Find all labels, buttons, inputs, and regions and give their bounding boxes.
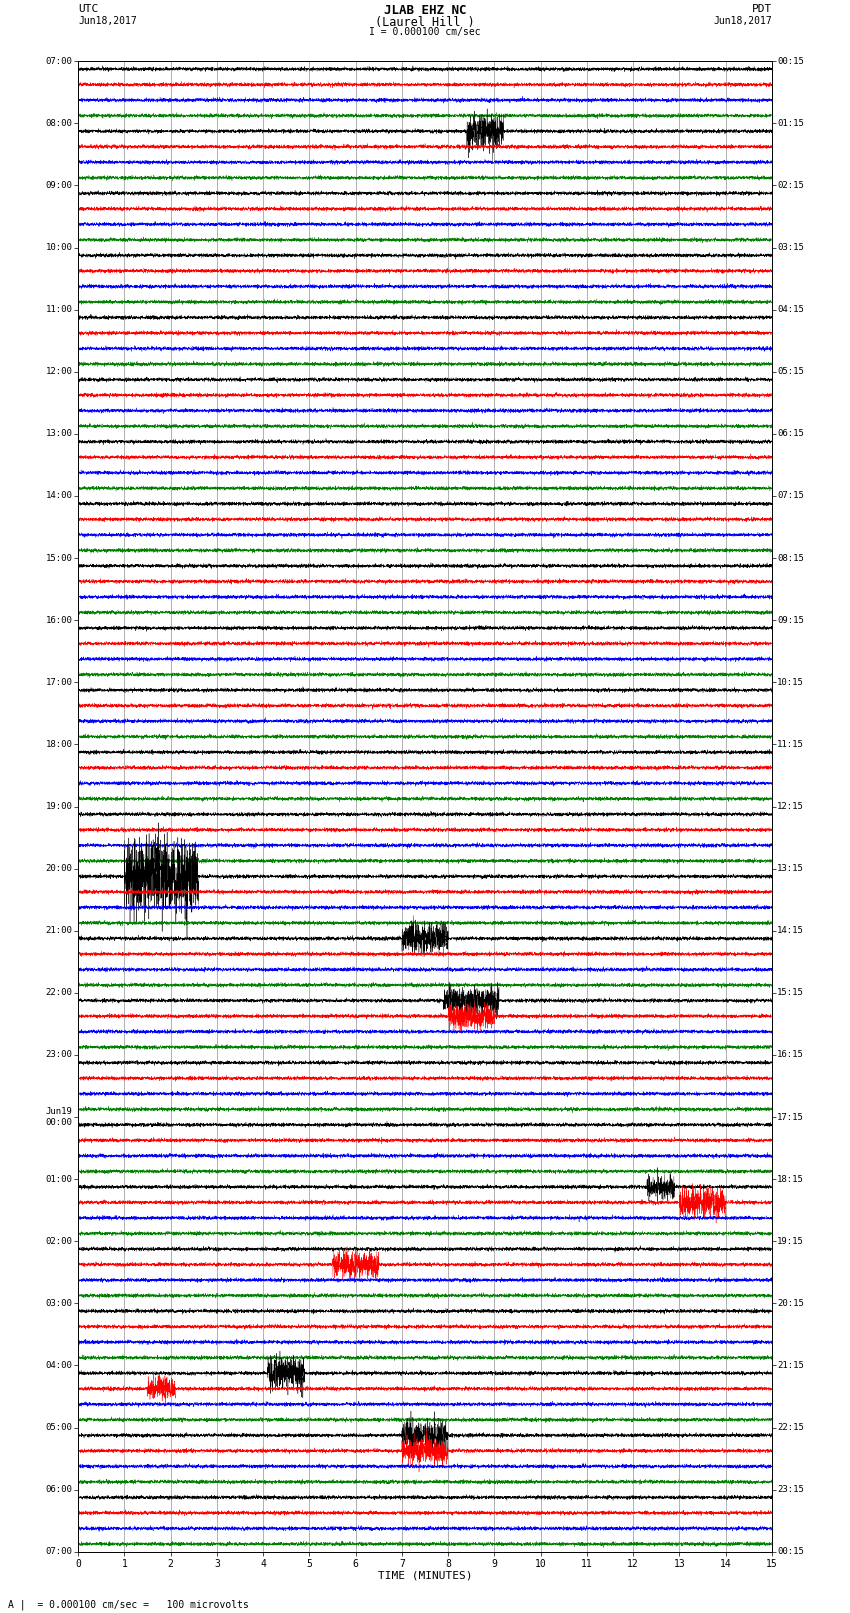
X-axis label: TIME (MINUTES): TIME (MINUTES) xyxy=(377,1569,473,1581)
Text: I = 0.000100 cm/sec: I = 0.000100 cm/sec xyxy=(369,27,481,37)
Text: PDT: PDT xyxy=(751,5,772,15)
Text: A |  = 0.000100 cm/sec =   100 microvolts: A | = 0.000100 cm/sec = 100 microvolts xyxy=(8,1598,249,1610)
Text: UTC: UTC xyxy=(78,5,99,15)
Text: Jun18,2017: Jun18,2017 xyxy=(713,16,772,26)
Text: Jun18,2017: Jun18,2017 xyxy=(78,16,137,26)
Text: JLAB EHZ NC: JLAB EHZ NC xyxy=(383,5,467,18)
Text: (Laurel Hill ): (Laurel Hill ) xyxy=(375,16,475,29)
